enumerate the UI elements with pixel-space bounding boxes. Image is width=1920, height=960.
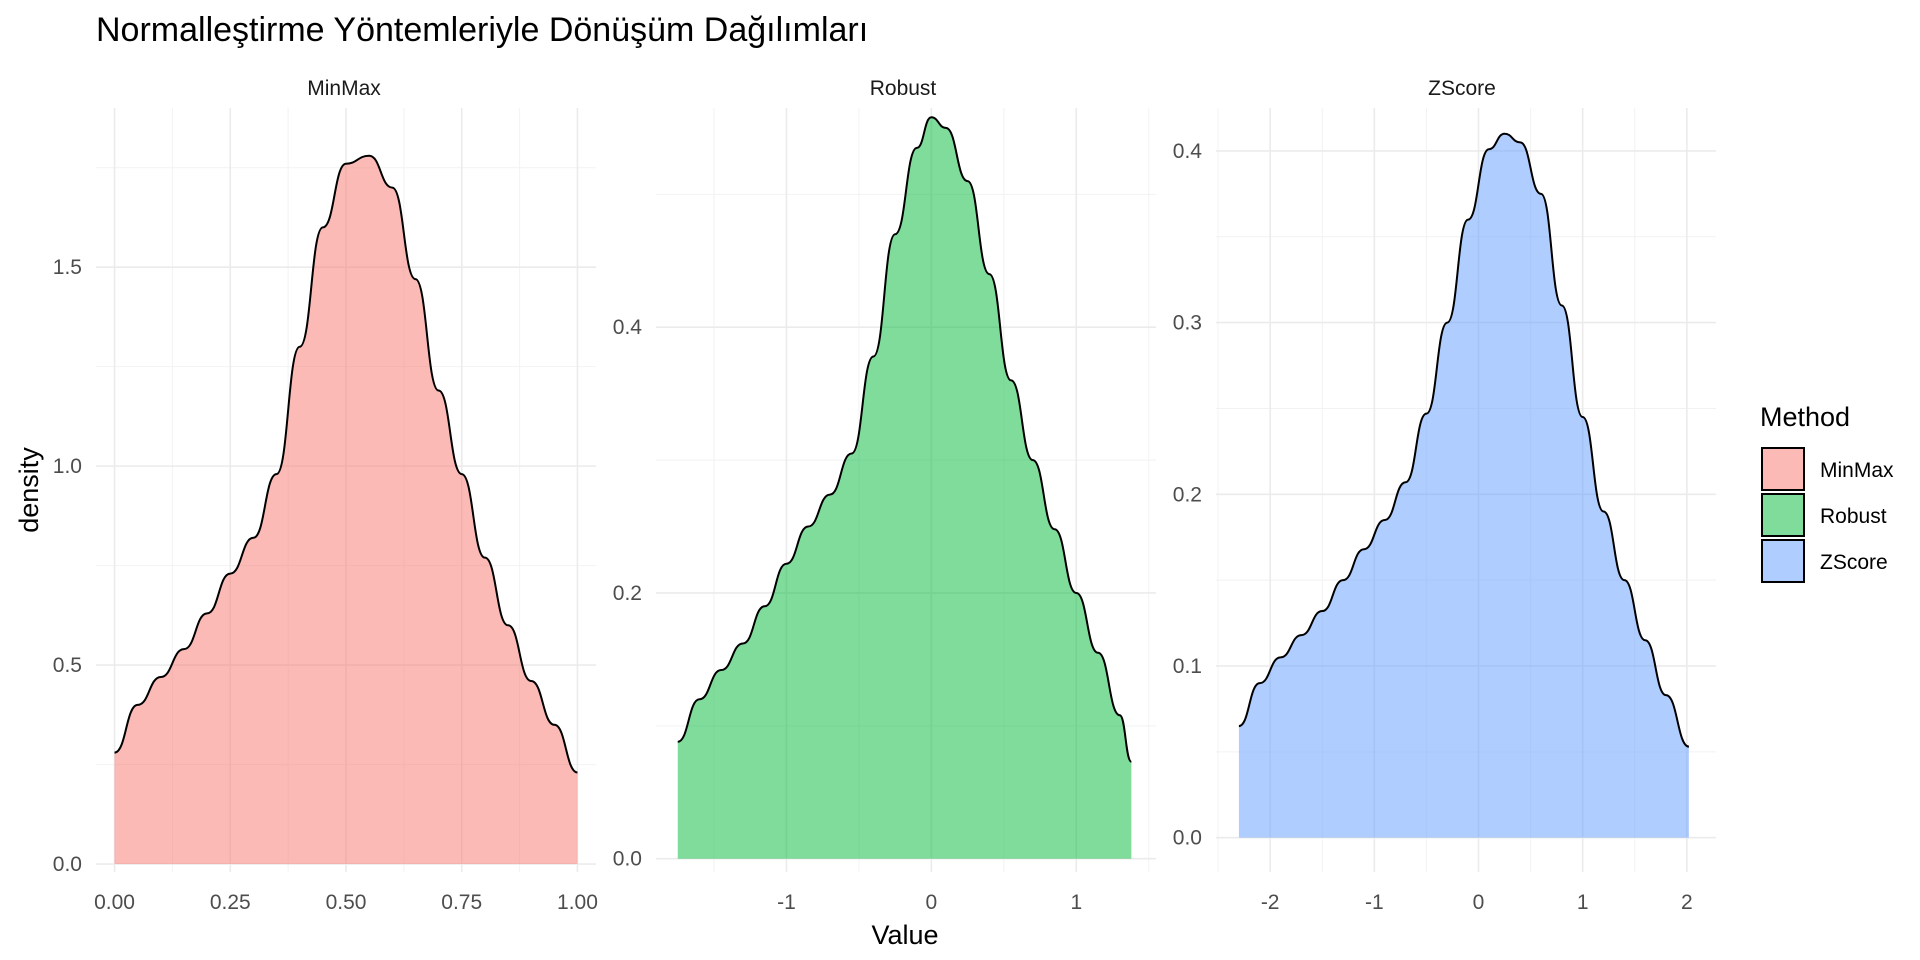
robust-x-tick-label: 1 — [1070, 891, 1082, 914]
zscore-y-tick-label: 0.3 — [1173, 312, 1202, 335]
chart-title: Normalleştirme Yöntemleriyle Dönüşüm Dağ… — [96, 11, 868, 49]
legend-label-robust: Robust — [1820, 505, 1887, 528]
facet-zscore-density — [1238, 132, 1690, 838]
zscore-x-tick-label: -2 — [1261, 891, 1280, 914]
zscore-x-tick-label: 1 — [1577, 891, 1589, 914]
facet-robust: Robust -1 0 1 0.0 0.2 0.4 — [613, 77, 1156, 914]
facet-zscore: ZScore -2 -1 0 1 2 0.0 0.1 0.2 0.3 0.4 — [1173, 77, 1716, 914]
robust-x-tick-label: -1 — [777, 891, 796, 914]
minmax-y-tick-label: 1.0 — [53, 455, 82, 478]
x-axis-title: Value — [871, 920, 938, 950]
robust-y-tick-label: 0.0 — [613, 848, 642, 871]
y-axis-title: density — [14, 447, 44, 533]
legend-title: Method — [1760, 402, 1850, 432]
facet-robust-y-ticks: 0.0 0.2 0.4 — [613, 316, 643, 870]
zscore-x-tick-label: 0 — [1473, 891, 1485, 914]
zscore-density-fill — [1238, 133, 1689, 838]
legend-key-robust — [1761, 493, 1805, 537]
facet-robust-strip-label: Robust — [870, 77, 937, 100]
facet-minmax: MinMax 0.00 0.25 0.50 0.75 1.00 0.0 0.5 1.0 1.5 — [53, 77, 598, 914]
facet-minmax-y-ticks: 0.0 0.5 1.0 1.5 — [53, 256, 82, 876]
zscore-y-tick-label: 0.4 — [1173, 140, 1203, 163]
zscore-x-tick-label: 2 — [1681, 891, 1693, 914]
legend-item-robust: Robust — [1761, 493, 1887, 537]
minmax-y-tick-label: 1.5 — [53, 256, 82, 279]
facet-zscore-x-ticks: -2 -1 0 1 2 — [1261, 891, 1693, 914]
minmax-y-tick-label: 0.0 — [53, 853, 82, 876]
facet-robust-density — [677, 116, 1133, 859]
minmax-x-tick-label: 0.00 — [94, 891, 135, 914]
robust-y-tick-label: 0.2 — [613, 582, 642, 605]
legend-key-zscore — [1761, 539, 1805, 583]
facet-zscore-strip-label: ZScore — [1428, 77, 1496, 100]
minmax-density-fill — [114, 155, 578, 865]
zscore-x-tick-label: -1 — [1365, 891, 1384, 914]
facet-zscore-y-ticks: 0.0 0.1 0.2 0.3 0.4 — [1173, 140, 1203, 850]
zscore-y-tick-label: 0.2 — [1173, 483, 1202, 506]
legend-item-minmax: MinMax — [1761, 447, 1894, 491]
legend-item-zscore: ZScore — [1761, 539, 1888, 583]
minmax-x-tick-label: 0.75 — [441, 891, 482, 914]
robust-y-tick-label: 0.4 — [613, 316, 643, 339]
minmax-x-tick-label: 1.00 — [557, 891, 598, 914]
zscore-density-line — [1238, 132, 1690, 748]
legend-key-minmax — [1761, 447, 1805, 491]
minmax-x-tick-label: 0.50 — [326, 891, 367, 914]
legend: Method MinMax Robust ZScore — [1760, 402, 1894, 583]
facet-minmax-strip-label: MinMax — [307, 77, 381, 100]
legend-label-minmax: MinMax — [1820, 459, 1894, 482]
robust-x-tick-label: 0 — [926, 891, 938, 914]
facet-robust-x-ticks: -1 0 1 — [777, 891, 1082, 914]
minmax-y-tick-label: 0.5 — [53, 654, 82, 677]
minmax-density-line — [114, 154, 578, 774]
robust-density-fill — [677, 117, 1132, 859]
facet-minmax-density — [114, 154, 578, 865]
zscore-y-tick-label: 0.1 — [1173, 655, 1202, 678]
minmax-x-tick-label: 0.25 — [210, 891, 251, 914]
zscore-y-tick-label: 0.0 — [1173, 827, 1202, 850]
legend-label-zscore: ZScore — [1820, 551, 1888, 574]
robust-density-line — [677, 116, 1133, 763]
facet-minmax-x-ticks: 0.00 0.25 0.50 0.75 1.00 — [94, 891, 598, 914]
